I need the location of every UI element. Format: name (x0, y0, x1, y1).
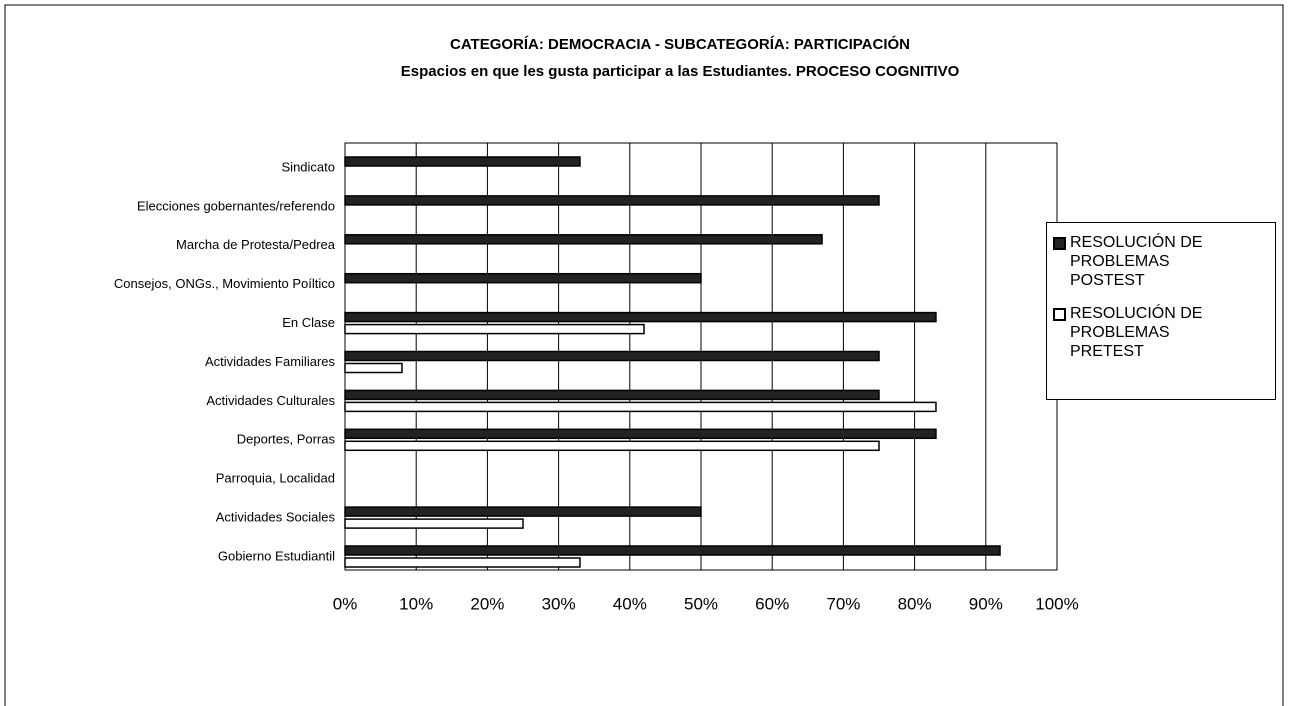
y-tick-label: Actividades Culturales (206, 393, 335, 408)
bar (344, 323, 645, 335)
bar (344, 234, 823, 245)
legend-swatch (1053, 308, 1066, 321)
y-tick-label: Actividades Sociales (216, 510, 336, 525)
bar (344, 428, 937, 440)
bar (344, 272, 702, 284)
legend-item: RESOLUCIÓN DE PROBLEMAS PRETEST (1053, 304, 1269, 361)
y-tick-label: En Clase (282, 315, 335, 330)
bar (344, 506, 702, 517)
legend-label: RESOLUCIÓN DE PROBLEMAS POSTEST (1070, 234, 1203, 289)
x-tick-label: 90% (969, 594, 1003, 613)
chart-border (4, 4, 1284, 706)
legend-item: RESOLUCIÓN DE PROBLEMAS POSTEST (1053, 233, 1269, 290)
legend: RESOLUCIÓN DE PROBLEMAS POSTEST RESOLUCIÓ… (1046, 222, 1276, 400)
bar (344, 440, 880, 452)
bar (344, 401, 937, 413)
bar (344, 389, 880, 401)
legend-swatch (1053, 237, 1066, 250)
x-tick-label: 60% (755, 594, 789, 613)
bar (344, 311, 937, 323)
bar (344, 156, 581, 167)
y-tick-label: Parroquia, Localidad (216, 471, 335, 486)
legend-label: RESOLUCIÓN DE PROBLEMAS PRETEST (1070, 305, 1203, 360)
y-tick-label: Marcha de Protesta/Pedrea (176, 237, 336, 252)
x-tick-label: 80% (898, 594, 932, 613)
bar (344, 362, 403, 374)
bar (344, 350, 880, 362)
bar (344, 518, 524, 529)
y-tick-label: Sindicato (282, 159, 335, 174)
x-tick-label: 70% (826, 594, 860, 613)
x-tick-label: 10% (399, 594, 433, 613)
x-tick-label: 30% (542, 594, 576, 613)
bar (344, 545, 1001, 556)
chart-subtitle: Espacios en que les gusta participar a l… (401, 63, 960, 80)
x-tick-label: 50% (684, 594, 718, 613)
y-tick-label: Elecciones gobernantes/referendo (137, 198, 335, 213)
y-tick-label: Consejos, ONGs., Movimiento Poíltico (114, 276, 335, 291)
x-tick-label: 100% (1035, 594, 1078, 613)
chart-title: CATEGORÍA: DEMOCRACIA - SUBCATEGORÍA: PA… (450, 35, 910, 53)
bar (344, 557, 581, 568)
x-tick-label: 20% (470, 594, 504, 613)
y-tick-label: Deportes, Porras (237, 432, 336, 447)
bar (344, 195, 880, 206)
x-tick-label: 0% (333, 594, 358, 613)
y-tick-label: Actividades Familiares (205, 354, 336, 369)
y-tick-label: Gobierno Estudiantil (218, 548, 335, 563)
x-tick-label: 40% (613, 594, 647, 613)
